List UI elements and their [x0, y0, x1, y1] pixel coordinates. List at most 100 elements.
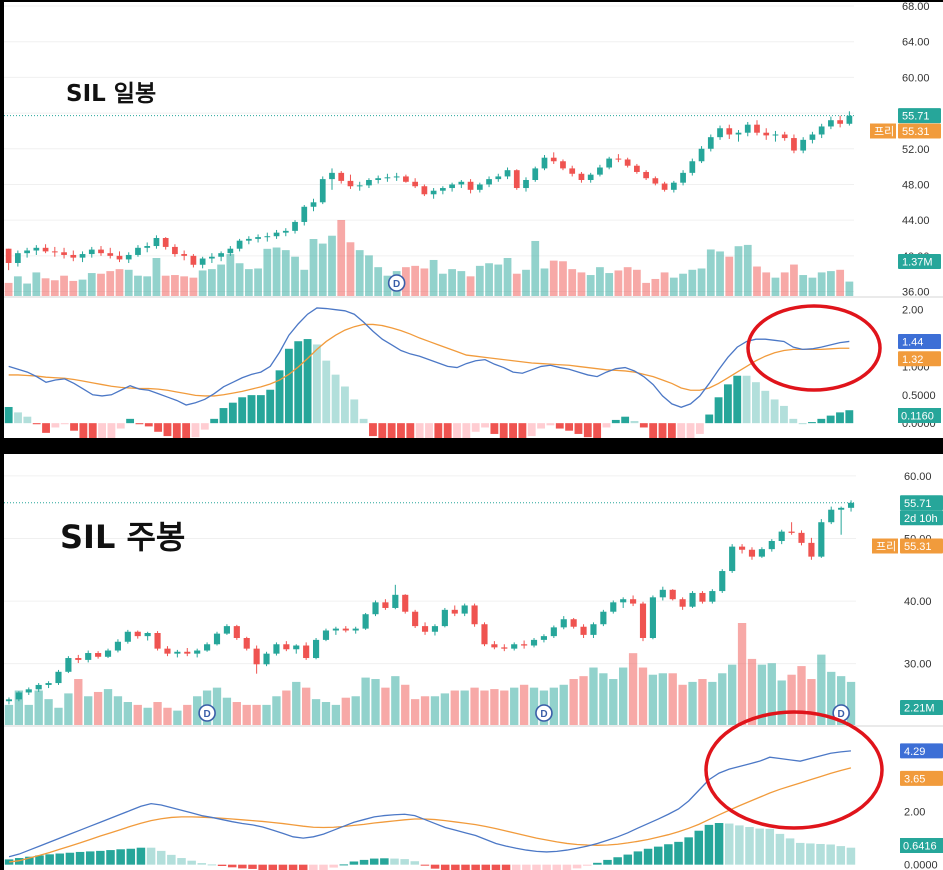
volume-bar [678, 684, 687, 725]
volume-bar [321, 702, 331, 725]
volume-bar [24, 704, 33, 725]
macd-histogram-bar [136, 847, 146, 865]
macd-value-tag: 4.29 [904, 746, 925, 758]
volume-bar [44, 699, 53, 725]
candle-body [726, 128, 733, 135]
macd-histogram-bar [532, 864, 541, 870]
macd-histogram-bar [88, 423, 97, 438]
candle-body [461, 605, 468, 614]
macd-histogram-bar [664, 844, 673, 865]
candle-body [116, 255, 123, 260]
candle-body [282, 230, 289, 233]
macd-histogram-bar [197, 863, 207, 865]
volume-bar [193, 696, 202, 725]
macd-histogram-bar [603, 859, 612, 865]
candle-body [791, 138, 797, 151]
volume-bar [787, 674, 796, 725]
macd-histogram-bar [527, 423, 536, 437]
macd-histogram-bar [425, 423, 433, 438]
macd-histogram-bar [621, 416, 630, 424]
macd-histogram-bar [312, 344, 321, 424]
y-tick-label: 48.00 [902, 179, 930, 191]
volume-bar [226, 254, 235, 296]
volume-bar [328, 235, 336, 296]
volume-bar [153, 702, 162, 725]
volume-bar [143, 276, 152, 296]
candle-body [828, 120, 834, 127]
volume-bar [383, 275, 392, 296]
volume-bar [651, 278, 660, 296]
candle-body [255, 237, 261, 239]
volume-bar [318, 243, 327, 296]
macd-histogram-bar [623, 854, 633, 865]
macd-histogram-bar [191, 423, 200, 438]
candle-body [610, 602, 617, 612]
macd-histogram-bar [724, 823, 734, 865]
y-tick-label: 36.00 [902, 287, 930, 299]
volume-bar [559, 684, 568, 725]
macd-histogram-bar [369, 423, 377, 437]
macd-histogram-bar [144, 423, 153, 427]
volume-bar [708, 681, 717, 725]
volume-bar [599, 673, 608, 725]
volume-bar [281, 250, 290, 296]
candle-body [233, 626, 240, 639]
candle-body [818, 522, 825, 557]
volume-bar [123, 702, 132, 725]
macd-histogram-bar [116, 849, 125, 865]
volume-bar [272, 696, 281, 725]
candle-body [523, 180, 529, 189]
volume-bar [420, 696, 430, 725]
volume-bar [34, 690, 43, 725]
candle-body [689, 161, 696, 173]
volume-bar [790, 264, 798, 296]
macd-histogram-bar [167, 854, 176, 865]
candle-body [144, 246, 151, 248]
volume-bar [87, 273, 96, 296]
volume-bar [510, 687, 519, 725]
candle-body [95, 653, 102, 657]
volume-bar [93, 691, 103, 725]
candle-body [486, 179, 492, 185]
macd-histogram-bar [415, 423, 424, 438]
candle-body [670, 182, 677, 190]
volume-bar [827, 271, 835, 296]
macd-histogram-bar [806, 843, 815, 865]
last-price-tag: 55.71 [902, 111, 930, 123]
macd-histogram-bar [238, 864, 247, 869]
candle-body [293, 645, 300, 650]
candle-body [263, 653, 270, 665]
candle-body [5, 699, 13, 702]
macd-histogram-bar [200, 423, 209, 430]
macd-histogram-bar [182, 423, 191, 438]
macd-histogram-bar [172, 423, 181, 438]
candle-body [319, 179, 326, 203]
candle-body [754, 124, 760, 133]
volume-bar [716, 251, 724, 296]
volume-bar [430, 696, 440, 725]
volume-bar [64, 693, 73, 725]
candle-body [384, 177, 391, 179]
candle-body [107, 253, 114, 256]
dividend-marker [387, 274, 406, 292]
premarket-label: 프리 [874, 125, 894, 138]
macd-histogram-bar [845, 410, 854, 424]
volume-bar [337, 220, 346, 296]
volume-bar [429, 259, 438, 296]
countdown-tag: 2d 10h [904, 513, 938, 525]
candle-body [719, 571, 726, 592]
volume-bar [189, 277, 198, 296]
candle-body [301, 206, 308, 222]
candle-body [504, 170, 511, 177]
macd-histogram-bar [227, 864, 237, 868]
macd-histogram-bar [630, 421, 639, 424]
macd-histogram-bar [369, 858, 379, 865]
volume-bar [69, 280, 78, 296]
macd-histogram-bar [410, 861, 420, 865]
candle-body [264, 236, 271, 238]
macd-histogram-bar [723, 384, 732, 424]
candle-body [600, 611, 607, 625]
volume-bar [401, 684, 410, 725]
candle-body [735, 132, 742, 135]
volume-bar [365, 255, 373, 296]
